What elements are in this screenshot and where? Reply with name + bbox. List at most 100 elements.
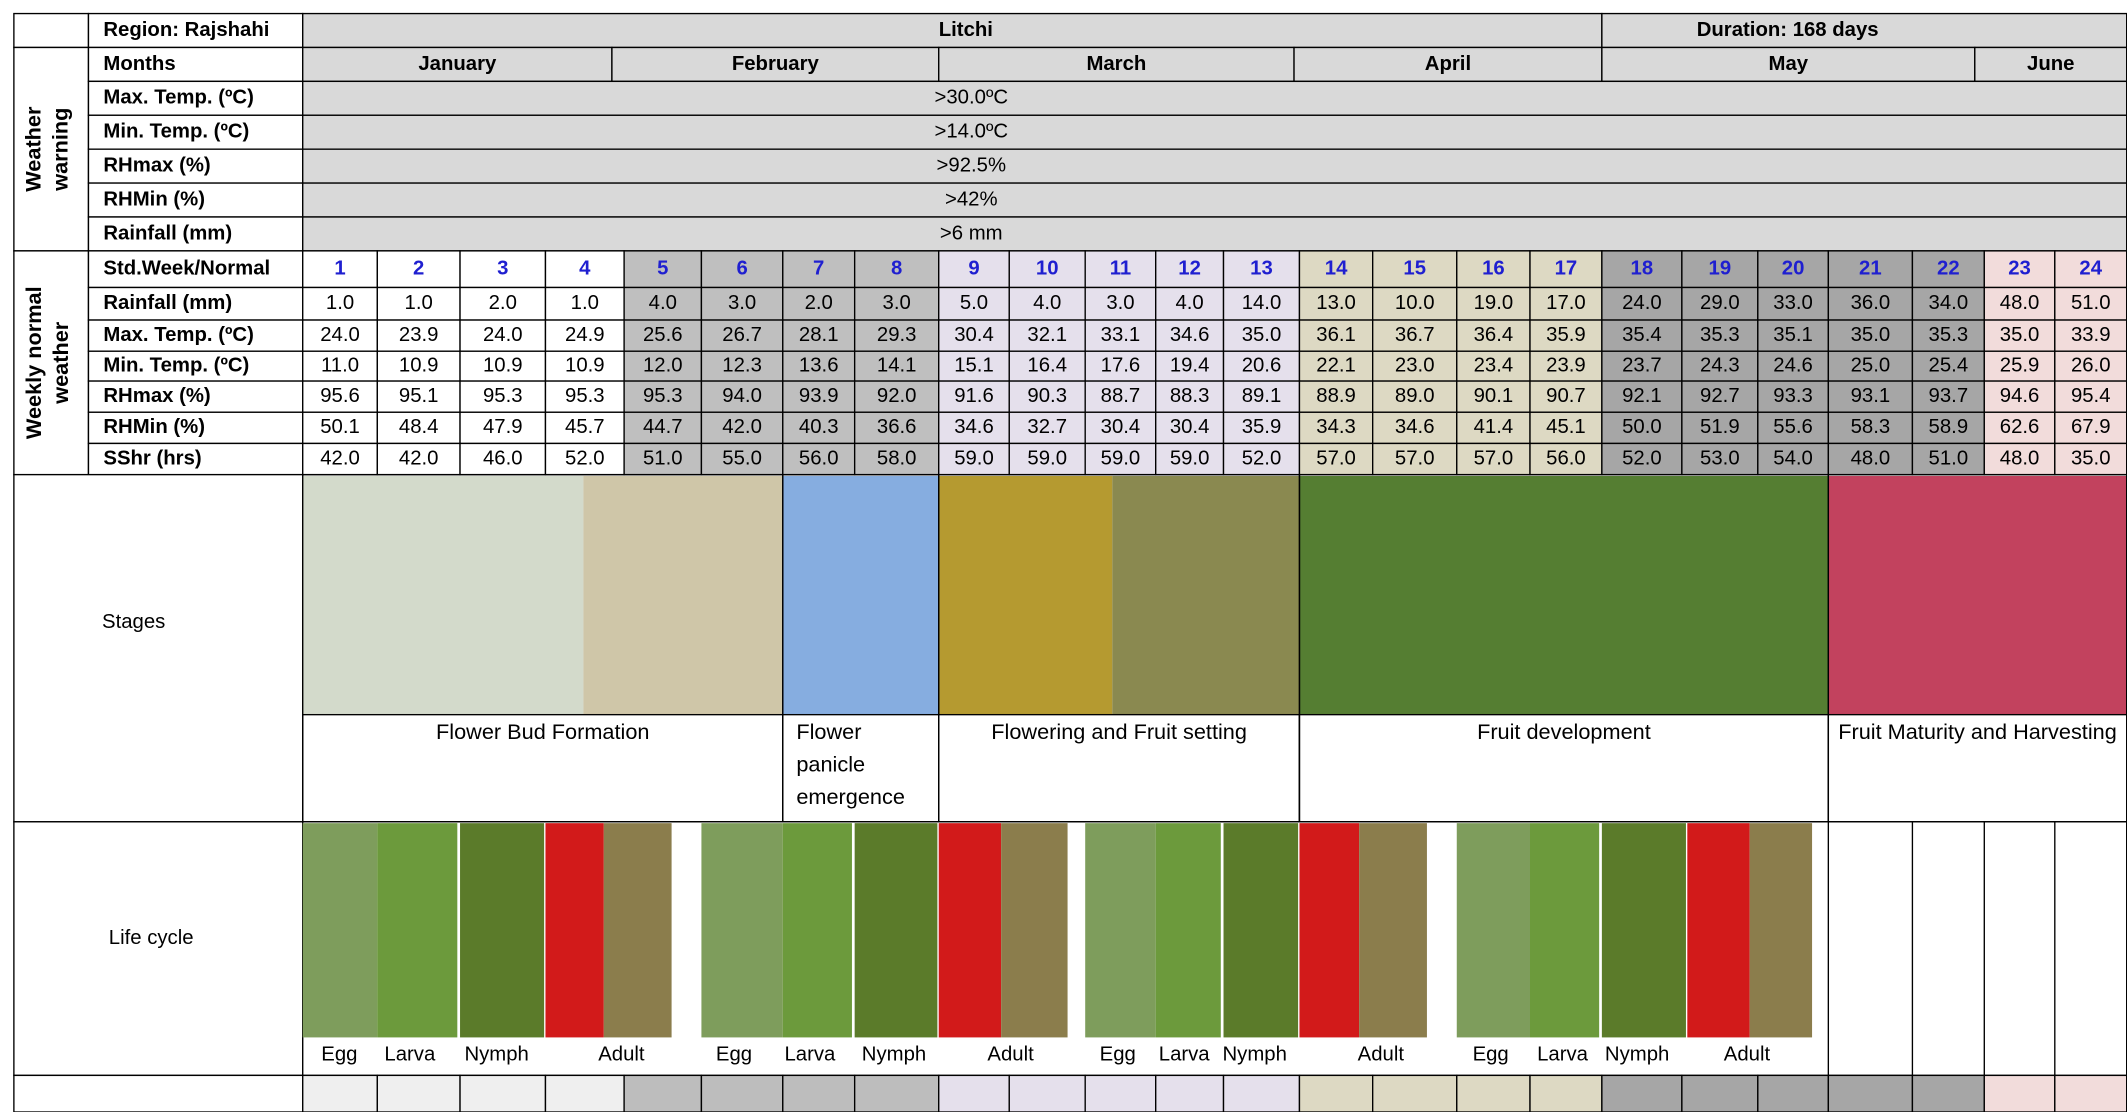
weather-value: 54.0 (1773, 447, 1813, 469)
weather-value: 35.3 (1700, 324, 1740, 346)
week-label: Std.Week/Normal (103, 258, 270, 280)
weather-value: 16.4 (1027, 355, 1067, 377)
stage-photo (583, 476, 782, 715)
weather-value: 56.0 (1546, 447, 1586, 469)
weather-value: 42.0 (399, 447, 439, 469)
weather-value: 95.3 (643, 385, 683, 407)
weather-value: 93.3 (1773, 385, 1813, 407)
life-stage-name: Adult (1724, 1043, 1771, 1065)
life-photo (1156, 823, 1221, 1037)
life-stage-name: Larva (1159, 1043, 1211, 1065)
weather-value: 57.0 (1316, 447, 1356, 469)
life-stage-name: Larva (1537, 1043, 1589, 1065)
weather-value: 19.0 (1474, 292, 1514, 314)
week-number: 6 (736, 258, 747, 280)
litchi-calendar-sheet: Region: RajshahiLitchiDuration: 168 days… (0, 0, 2127, 1112)
weather-value: 26.0 (2071, 355, 2111, 377)
warning-label: RHmax (%) (103, 154, 210, 176)
month-name: March (1086, 53, 1146, 75)
weather-value: 30.4 (1101, 416, 1141, 438)
weather-value: 42.0 (320, 447, 360, 469)
weather-value: 35.0 (1242, 324, 1282, 346)
weather-value: 45.7 (565, 416, 605, 438)
week-number: 21 (1859, 258, 1882, 280)
life-photo (939, 823, 1001, 1037)
region-label: Region: Rajshahi (103, 19, 269, 41)
weather-value: 23.9 (1546, 355, 1586, 377)
life-photo (783, 823, 852, 1037)
weather-value: 55.6 (1773, 416, 1813, 438)
weather-value: 67.9 (2071, 416, 2111, 438)
weather-value: 25.6 (643, 324, 683, 346)
weather-value: 59.0 (1170, 447, 1210, 469)
weather-value: 36.7 (1395, 324, 1435, 346)
week-number: 18 (1631, 258, 1654, 280)
weather-value: 36.1 (1316, 324, 1356, 346)
weather-value: 35.0 (2000, 324, 2040, 346)
stage-photo (1299, 476, 1828, 715)
last-row-cell (1156, 1075, 1224, 1112)
warning-value: >92.5% (937, 154, 1007, 176)
weather-value: 1.0 (326, 292, 354, 314)
month-name: January (418, 53, 497, 75)
weather-value: 95.1 (399, 385, 439, 407)
weekly-weather-title: Weekly normal weather (21, 252, 81, 474)
weather-value: 51.0 (643, 447, 683, 469)
life-photo (604, 823, 672, 1037)
weather-value: 29.0 (1700, 292, 1740, 314)
stage-name-text: Fruit development (1305, 717, 1823, 750)
life-photo (1750, 823, 1812, 1037)
weather-value: 59.0 (1027, 447, 1067, 469)
cell (14, 14, 89, 48)
life-photo (303, 823, 378, 1037)
weather-value: 24.0 (483, 324, 523, 346)
life-photo (1602, 823, 1686, 1037)
life-photo (377, 823, 457, 1037)
weather-value: 24.0 (1622, 292, 1662, 314)
weather-value: 94.6 (2000, 385, 2040, 407)
weather-value: 51.9 (1700, 416, 1740, 438)
weather-value: 4.0 (1033, 292, 1061, 314)
weather-value: 33.9 (2071, 324, 2111, 346)
weather-row-label: RHMin (%) (103, 416, 205, 438)
week-number: 8 (891, 258, 902, 280)
weather-value: 34.6 (954, 416, 994, 438)
weekly-weather-title-text: Weekly normal weather (21, 252, 75, 474)
weather-value: 17.6 (1101, 355, 1141, 377)
weather-value: 24.0 (320, 324, 360, 346)
life-photo (1085, 823, 1156, 1037)
weather-value: 2.0 (489, 292, 517, 314)
weather-value: 32.7 (1027, 416, 1067, 438)
last-row-cell (783, 1075, 855, 1112)
stages-side (14, 475, 303, 822)
week-number: 11 (1110, 258, 1132, 280)
weather-value: 95.6 (320, 385, 360, 407)
warning-value: >6 mm (940, 222, 1003, 244)
weather-value: 56.0 (799, 447, 839, 469)
weather-value: 22.1 (1316, 355, 1356, 377)
warning-value-cell (303, 149, 2127, 183)
weather-value: 95.3 (565, 385, 605, 407)
week-number: 13 (1250, 258, 1273, 280)
warning-value-cell (303, 81, 2127, 115)
weather-value: 15.1 (954, 355, 994, 377)
warning-value: >42% (945, 188, 998, 210)
weather-value: 12.3 (722, 355, 762, 377)
weather-value: 20.6 (1242, 355, 1282, 377)
weather-value: 90.1 (1474, 385, 1514, 407)
weather-value: 35.0 (1851, 324, 1891, 346)
weather-value: 53.0 (1700, 447, 1740, 469)
weather-value: 48.0 (2000, 292, 2040, 314)
weather-value: 58.0 (877, 447, 917, 469)
life-photo (460, 823, 544, 1037)
week-number: 24 (2079, 258, 2102, 280)
weather-value: 29.3 (877, 324, 917, 346)
life-photo (1530, 823, 1599, 1037)
weather-value: 10.9 (399, 355, 439, 377)
weather-value: 34.0 (1929, 292, 1969, 314)
weather-value: 13.0 (1316, 292, 1356, 314)
week-number: 16 (1482, 258, 1505, 280)
weather-value: 10.9 (565, 355, 605, 377)
life-stage-name: Nymph (464, 1043, 528, 1065)
life-stage-name: Egg (1100, 1043, 1136, 1065)
